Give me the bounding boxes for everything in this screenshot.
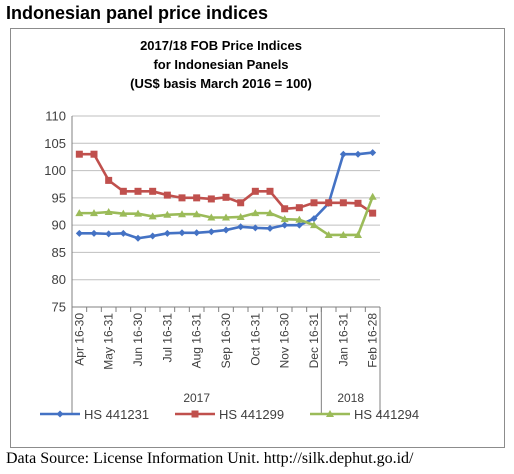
data-point-hs-441299 xyxy=(163,191,171,199)
data-point-hs-441294 xyxy=(134,209,142,217)
x-tick-label: Aug 16-31 xyxy=(190,313,204,369)
data-point-hs-441294 xyxy=(75,209,84,217)
x-tick-label: Oct 16-31 xyxy=(248,313,262,366)
data-point-hs-441299 xyxy=(251,187,259,195)
data-point-hs-441294 xyxy=(119,209,128,217)
x-tick-label: Feb 16-28 xyxy=(366,313,380,368)
year-label-2018: 2018 xyxy=(337,391,364,405)
chart-title-line: (US$ basis March 2016 = 100) xyxy=(130,76,312,91)
data-point-hs-441294 xyxy=(354,230,362,238)
data-point-hs-441294 xyxy=(236,212,245,220)
data-point-hs-441231 xyxy=(295,221,303,229)
data-point-hs-441294 xyxy=(90,209,98,217)
data-point-hs-441231 xyxy=(75,229,83,237)
x-tick-label: May 16-31 xyxy=(102,313,116,370)
legend-label: HS 441231 xyxy=(84,407,149,422)
data-point-hs-441299 xyxy=(75,150,83,158)
data-point-hs-441299 xyxy=(149,187,157,195)
data-point-hs-441294 xyxy=(280,215,289,223)
data-point-hs-441231 xyxy=(369,149,377,157)
y-tick-label: 85 xyxy=(52,245,66,260)
data-source-note: Data Source: License Information Unit. h… xyxy=(6,450,414,467)
x-tick-label: Nov 16-30 xyxy=(278,313,292,369)
data-point-hs-441294 xyxy=(207,213,216,221)
data-point-hs-441231 xyxy=(119,229,127,237)
line-chart: 2017/18 FOB Price Indices for Indonesian … xyxy=(40,38,419,422)
data-point-hs-441294 xyxy=(222,213,230,221)
x-tick-label: Dec 16-31 xyxy=(307,313,321,369)
legend-marker xyxy=(191,410,199,418)
data-point-hs-441294 xyxy=(251,209,260,217)
data-point-hs-441231 xyxy=(266,224,274,232)
data-point-hs-441231 xyxy=(178,229,186,237)
data-point-hs-441231 xyxy=(354,150,362,158)
data-point-hs-441299 xyxy=(266,187,274,195)
data-point-hs-441299 xyxy=(105,176,113,184)
data-point-hs-441294 xyxy=(310,221,318,229)
y-tick-label: 95 xyxy=(52,190,66,205)
data-point-hs-441231 xyxy=(237,223,245,231)
data-point-hs-441299 xyxy=(369,209,377,217)
x-tick-label: Jun 16-30 xyxy=(131,313,145,367)
data-point-hs-441299 xyxy=(207,195,215,203)
page-heading: Indonesian panel price indices xyxy=(6,3,269,23)
y-tick-label: 90 xyxy=(52,218,66,233)
chart-title-line: for Indonesian Panels xyxy=(153,57,288,72)
data-point-hs-441299 xyxy=(281,205,289,213)
legend-marker xyxy=(56,410,64,418)
data-point-hs-441299 xyxy=(295,204,303,212)
x-tick-label: Jul 16-31 xyxy=(160,313,174,363)
data-point-hs-441299 xyxy=(339,199,347,207)
x-tick-label: Sep 16-30 xyxy=(219,313,233,369)
data-point-hs-441299 xyxy=(310,199,318,207)
data-point-hs-441231 xyxy=(339,150,347,158)
data-point-hs-441299 xyxy=(193,194,201,202)
y-tick-label: 100 xyxy=(44,163,66,178)
year-label-2017: 2017 xyxy=(183,391,210,405)
data-point-hs-441294 xyxy=(266,209,274,217)
y-tick-label: 75 xyxy=(52,300,66,315)
y-tick-label: 110 xyxy=(45,109,66,124)
data-point-hs-441231 xyxy=(149,232,157,240)
data-point-hs-441299 xyxy=(325,199,333,207)
data-point-hs-441231 xyxy=(281,221,289,229)
data-point-hs-441294 xyxy=(148,212,157,220)
data-point-hs-441299 xyxy=(119,187,127,195)
data-point-hs-441299 xyxy=(222,193,230,201)
data-point-hs-441299 xyxy=(178,194,186,202)
data-point-hs-441231 xyxy=(105,230,113,238)
data-point-hs-441231 xyxy=(134,234,142,242)
data-point-hs-441294 xyxy=(163,210,172,218)
data-point-hs-441231 xyxy=(90,229,98,237)
data-point-hs-441299 xyxy=(134,187,142,195)
legend-marker xyxy=(326,410,334,417)
data-point-hs-441294 xyxy=(295,215,304,223)
data-point-hs-441294 xyxy=(324,230,333,238)
data-point-hs-441231 xyxy=(207,228,215,236)
data-point-hs-441231 xyxy=(310,215,318,223)
legend-label: HS 441294 xyxy=(354,407,419,422)
data-point-hs-441231 xyxy=(193,229,201,237)
legend-label: HS 441299 xyxy=(219,407,284,422)
y-tick-label: 80 xyxy=(52,272,66,287)
chart-frame xyxy=(10,28,505,448)
chart-title-line: 2017/18 FOB Price Indices xyxy=(140,38,302,53)
data-point-hs-441299 xyxy=(90,150,98,158)
x-tick-label: Apr 16-30 xyxy=(72,313,86,366)
data-point-hs-441231 xyxy=(163,229,171,237)
data-point-hs-441294 xyxy=(368,192,377,200)
data-point-hs-441294 xyxy=(178,210,186,218)
data-point-hs-441294 xyxy=(192,210,201,218)
data-point-hs-441231 xyxy=(222,226,230,234)
data-point-hs-441299 xyxy=(237,199,245,207)
y-tick-label: 105 xyxy=(44,136,66,151)
data-point-hs-441299 xyxy=(354,199,362,207)
data-point-hs-441231 xyxy=(251,224,259,232)
data-point-hs-441294 xyxy=(339,230,348,238)
data-point-hs-441294 xyxy=(104,208,113,216)
x-tick-label: Jan 16-31 xyxy=(336,313,350,367)
